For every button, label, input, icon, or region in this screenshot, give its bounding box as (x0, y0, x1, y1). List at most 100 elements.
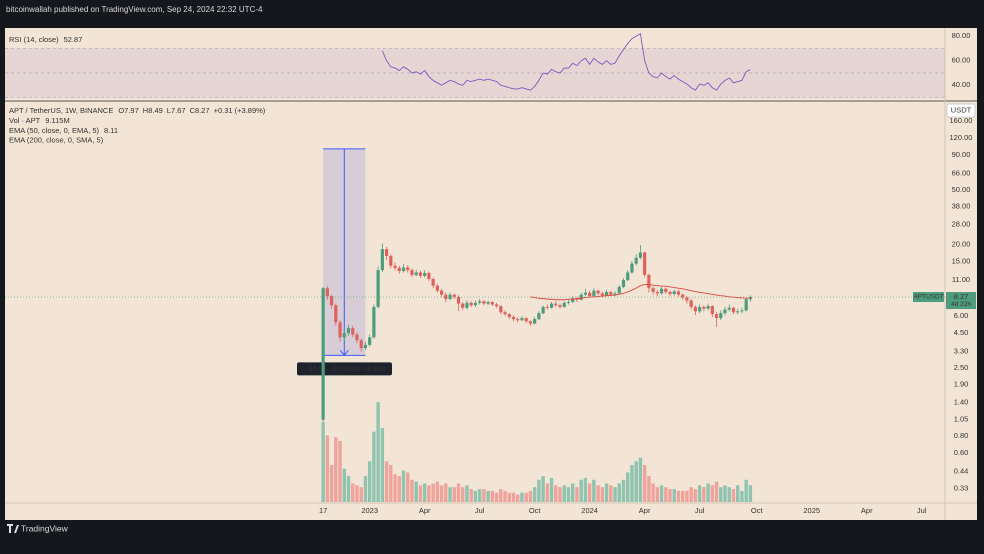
volume-bar (554, 485, 558, 502)
price-tag-box (946, 292, 976, 310)
candle-body (372, 306, 376, 338)
candle-body (643, 252, 647, 275)
candle-body (528, 321, 533, 324)
volume-bar (714, 481, 719, 502)
volume-bar (604, 483, 609, 502)
candle-body (655, 291, 659, 294)
volume-bar (393, 474, 397, 502)
volume-bar (579, 479, 583, 502)
volume-bar (647, 476, 651, 502)
y-tick-label: 6.00 (954, 311, 969, 320)
symbol-tag: APTUSDT (913, 294, 943, 301)
volume-bar (541, 476, 545, 502)
x-tick-label: 17 (319, 506, 327, 515)
volume-bar (583, 477, 588, 502)
candle-body (334, 305, 338, 323)
volume-bar (342, 468, 346, 502)
volume-bar (486, 490, 490, 502)
volume-bar (668, 489, 672, 502)
y-tick-label: 2.50 (954, 363, 969, 372)
y-tick-label: 66.00 (952, 169, 971, 178)
volume-bar (672, 489, 676, 502)
candle-body (355, 334, 359, 341)
candle-body (406, 267, 410, 271)
volume-bar (528, 490, 533, 502)
x-tick-label: Apr (861, 506, 873, 515)
volume-bar (503, 490, 507, 502)
volume-bar (418, 485, 423, 502)
measure-label: −96.9 (−96.93%) −9,693 (304, 364, 385, 373)
legend-entry: EMA (200, close, 0, SMA, 5) (9, 135, 104, 144)
y-tick-label: 160.00 (950, 116, 973, 125)
y-tick-label: 120.00 (950, 133, 973, 142)
volume-bar (367, 461, 372, 502)
volume-bar (406, 472, 410, 502)
volume-bar (461, 487, 465, 502)
candle-body (427, 272, 431, 279)
candle-body (583, 292, 588, 295)
candle-body (689, 300, 693, 307)
ohlc-legend: C8.27 (190, 106, 210, 115)
volume-bar (681, 490, 685, 502)
x-tick-label: 2024 (581, 506, 598, 515)
candle-body (376, 270, 380, 307)
candle-body (600, 293, 604, 296)
volume-bar (613, 487, 617, 502)
volume-bar (719, 487, 723, 502)
volume-bar (558, 487, 562, 502)
candle-body (452, 294, 456, 297)
volume-bar (448, 487, 452, 502)
candle-body (698, 306, 702, 312)
volume-bar (520, 492, 524, 502)
candle-body (702, 306, 706, 309)
volume-bar (609, 485, 613, 502)
candle-body (499, 306, 503, 313)
volume-bar (334, 437, 338, 502)
volume-bar (655, 487, 660, 502)
ohlc-legend: O7.97 (118, 106, 138, 115)
candle-body (414, 272, 418, 275)
volume-bar (338, 440, 342, 502)
ohlc-legend: H8.49 (143, 106, 163, 115)
volume-bar (372, 431, 376, 502)
candle-body (380, 249, 384, 271)
currency-box (946, 103, 976, 118)
volume-bar (740, 490, 744, 502)
volume-bar (376, 402, 380, 502)
x-tick-label: Oct (751, 506, 764, 515)
volume-bar (562, 485, 566, 502)
rsi-tick-label: 40.00 (952, 80, 971, 89)
candle-body (710, 306, 714, 315)
y-tick-label: 0.60 (954, 448, 969, 457)
candle-body (664, 288, 668, 292)
candle-body (566, 302, 571, 303)
y-tick-label: 11.00 (952, 275, 970, 284)
ohlc-legend: L7.67 (167, 106, 186, 115)
volume-bar (744, 479, 748, 502)
candle-body (736, 311, 740, 313)
volume-bar (642, 465, 647, 502)
volume-bar (596, 485, 600, 502)
volume-bar (693, 489, 698, 502)
symbol-tag-box (913, 292, 944, 303)
volume-bar (736, 485, 740, 502)
currency: USDT (951, 105, 972, 114)
candle-body (410, 270, 414, 275)
volume-bar (401, 470, 406, 502)
candle-body (384, 249, 389, 256)
volume-bar (702, 487, 706, 502)
y-tick-label: 1.40 (954, 398, 969, 407)
legend-value: 8.11 (104, 126, 118, 135)
candle-body (571, 298, 575, 303)
candle-body (727, 307, 731, 310)
candle-body (706, 306, 710, 309)
volume-bar (384, 461, 389, 502)
volume-bar (723, 485, 727, 502)
volume-bar (346, 476, 351, 502)
x-tick-label: Jul (475, 506, 485, 515)
publisher-line: bitcoinwallah published on TradingView.c… (6, 5, 263, 14)
candle-body (507, 314, 511, 318)
volume-bar (359, 487, 363, 502)
volume-bar (748, 485, 753, 502)
candle-body (363, 344, 368, 349)
